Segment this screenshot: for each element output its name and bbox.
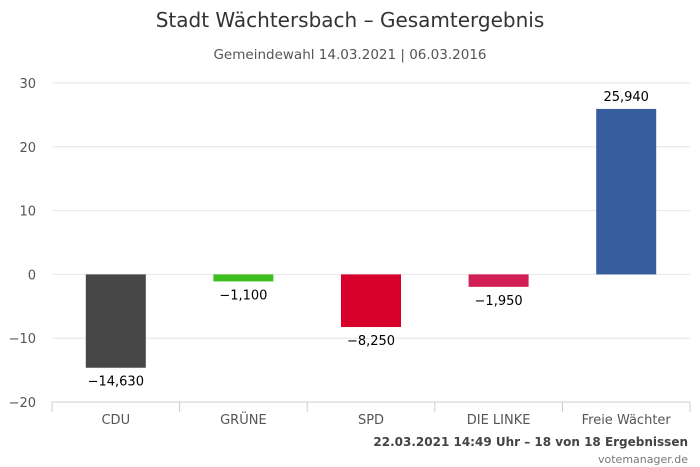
- bar-spd: [341, 274, 401, 328]
- bar-cdu: [85, 274, 146, 368]
- data-label: −1,100: [219, 288, 267, 303]
- x-tick-label: SPD: [358, 413, 384, 428]
- x-tick-label: Freie Wächter: [582, 413, 672, 428]
- chart-title: Stadt Wächtersbach – Gesamtergebnis: [155, 8, 545, 32]
- x-tick-label: DIE LINKE: [467, 413, 531, 428]
- data-label: −14,630: [88, 375, 144, 390]
- chart-subtitle: Gemeindewahl 14.03.2021 | 06.03.2016: [213, 47, 487, 63]
- bar-freie-wächter: [596, 108, 657, 275]
- y-tick-label: −10: [9, 332, 36, 347]
- y-tick-label: 20: [19, 141, 36, 156]
- data-label: 25,940: [603, 90, 649, 105]
- credit-link[interactable]: votemanager.de: [598, 453, 688, 466]
- bar-die-linke: [468, 274, 529, 287]
- bar-grüne: [213, 274, 274, 282]
- y-tick-label: 0: [28, 268, 36, 283]
- y-tick-label: −20: [9, 396, 36, 411]
- data-label: −1,950: [475, 294, 523, 309]
- y-tick-label: 30: [19, 77, 36, 92]
- x-tick-label: GRÜNE: [220, 411, 267, 428]
- result-timestamp: 22.03.2021 14:49 Uhr – 18 von 18 Ergebni…: [373, 435, 688, 449]
- data-label: −8,250: [347, 334, 395, 349]
- x-tick-label: CDU: [101, 413, 130, 428]
- y-tick-label: 10: [19, 205, 36, 220]
